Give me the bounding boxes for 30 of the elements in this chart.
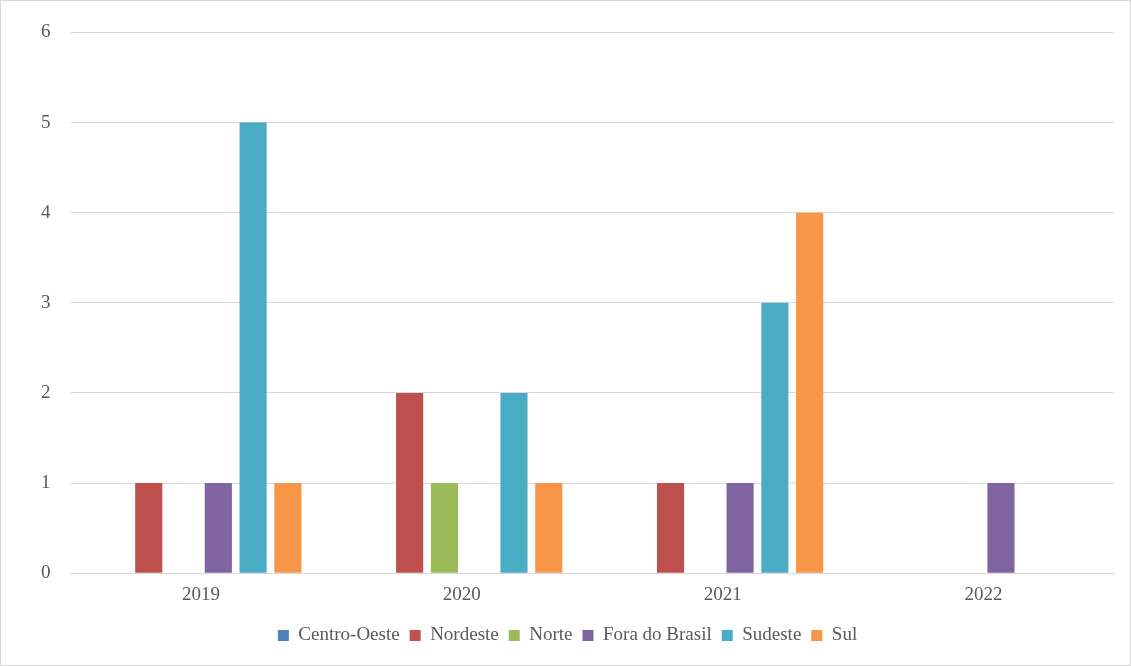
bar <box>204 483 232 573</box>
legend-label: Norte <box>529 623 573 645</box>
bar <box>274 483 302 573</box>
y-tick-label: 0 <box>41 561 51 583</box>
legend-label: Centro-Oeste <box>298 623 400 645</box>
bar <box>761 302 789 573</box>
bar <box>135 483 163 573</box>
bar <box>656 483 685 573</box>
bar <box>239 122 267 573</box>
y-tick-label: 6 <box>41 20 51 42</box>
x-tick-label: 2021 <box>703 582 742 604</box>
x-tick-label: 2022 <box>964 582 1003 604</box>
x-tick-label: 2019 <box>181 582 220 604</box>
bar <box>430 483 458 573</box>
bar <box>987 483 1015 573</box>
legend-label: Sul <box>831 623 858 645</box>
legend-label: Fora do Brasil <box>602 623 712 645</box>
x-tick-label: 2020 <box>442 582 481 604</box>
bar <box>396 392 424 573</box>
legend-label: Nordeste <box>430 623 499 645</box>
bar <box>535 483 563 573</box>
y-tick-label: 3 <box>41 290 51 312</box>
y-tick-label: 5 <box>41 110 51 132</box>
legend-label: Sudeste <box>742 623 802 645</box>
bar <box>500 392 528 573</box>
bar <box>796 212 824 573</box>
bar <box>726 483 754 573</box>
y-tick-label: 4 <box>41 200 51 222</box>
y-tick-label: 2 <box>41 380 51 402</box>
y-tick-label: 1 <box>41 471 51 493</box>
